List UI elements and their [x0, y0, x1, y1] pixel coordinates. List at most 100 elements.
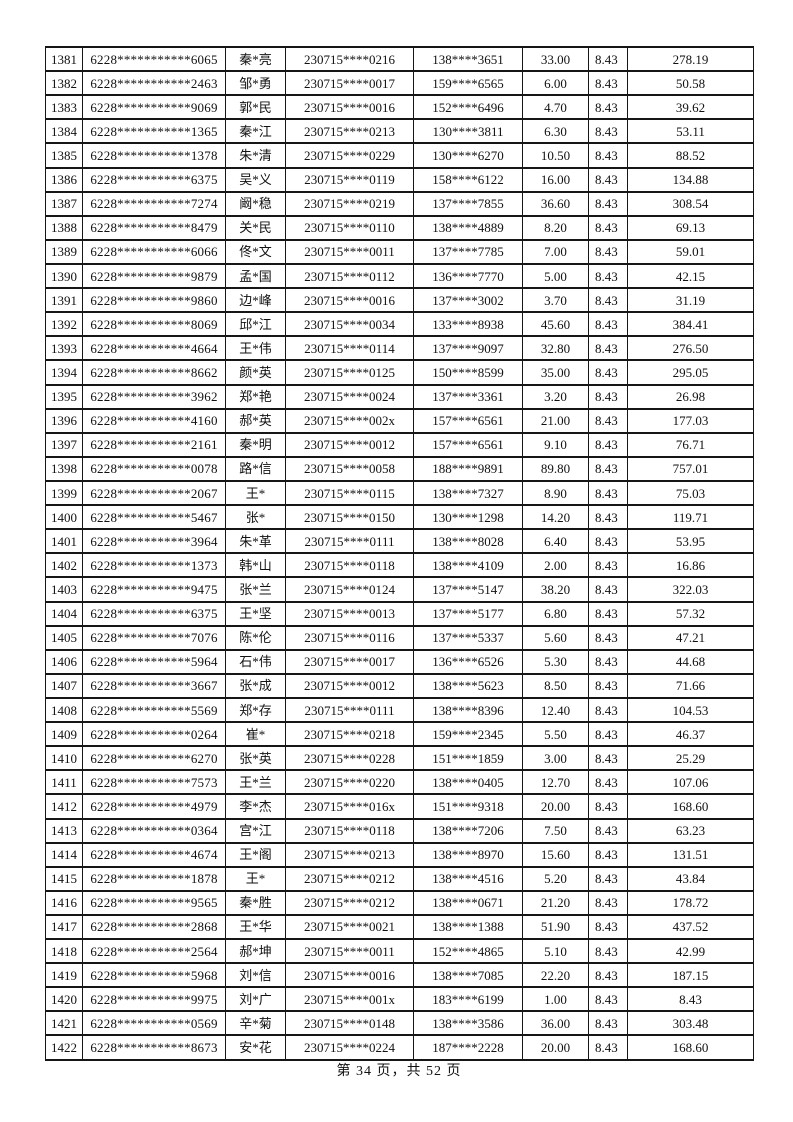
cell-unit-price: 8.43 — [588, 383, 628, 410]
cell-row-number: 1412 — [45, 793, 83, 820]
cell-masked-phone: 138****7085 — [413, 962, 523, 989]
cell-row-number: 1416 — [45, 889, 83, 916]
cell-masked-phone: 152****6496 — [413, 94, 523, 121]
table-row: 1422 6228***********8673 安*花 230715****0… — [45, 1034, 754, 1061]
cell-masked-phone: 138****0405 — [413, 769, 523, 796]
cell-masked-phone: 136****7770 — [413, 262, 523, 290]
cell-quantity: 3.20 — [522, 383, 589, 410]
cell-unit-price: 8.43 — [588, 817, 628, 844]
cell-row-number: 1385 — [45, 142, 83, 169]
table-row: 1391 6228***********9860 边*峰 230715****0… — [45, 287, 754, 314]
cell-unit-price: 8.43 — [588, 576, 628, 603]
cell-quantity: 20.00 — [522, 793, 589, 820]
cell-masked-id-number: 230715****0220 — [285, 769, 414, 796]
cell-masked-card-number: 6228***********1365 — [82, 118, 226, 145]
cell-masked-phone: 159****2345 — [413, 721, 523, 748]
table-row: 1397 6228***********2161 秦*明 230715****0… — [45, 431, 754, 458]
cell-row-number: 1393 — [45, 335, 83, 362]
cell-masked-name: 朱*清 — [225, 142, 286, 169]
cell-masked-phone: 137****5177 — [413, 600, 523, 627]
cell-quantity: 5.50 — [522, 721, 589, 748]
cell-masked-card-number: 6228***********5467 — [82, 504, 226, 531]
table-row: 1421 6228***********0569 辛*菊 230715****0… — [45, 1010, 754, 1037]
table-row: 1399 6228***********2067 王* 230715****01… — [45, 479, 754, 507]
cell-quantity: 35.00 — [522, 359, 589, 386]
cell-total-amount: 43.84 — [627, 865, 754, 892]
cell-masked-phone: 157****6561 — [413, 431, 523, 458]
cell-masked-id-number: 230715****0212 — [285, 865, 414, 892]
cell-masked-card-number: 6228***********9565 — [82, 889, 226, 916]
cell-row-number: 1395 — [45, 383, 83, 410]
payment-table: 1381 6228***********6065 秦*亮 230715****0… — [45, 45, 754, 1061]
cell-row-number: 1384 — [45, 118, 83, 145]
cell-quantity: 14.20 — [522, 504, 589, 531]
cell-masked-name: 秦*亮 — [225, 45, 286, 73]
cell-total-amount: 31.19 — [627, 287, 754, 314]
cell-masked-name: 石*伟 — [225, 648, 286, 675]
cell-unit-price: 8.43 — [588, 190, 628, 217]
table-row: 1382 6228***********2463 邹*勇 230715****0… — [45, 70, 754, 97]
cell-masked-card-number: 6228***********3962 — [82, 383, 226, 410]
cell-unit-price: 8.43 — [588, 287, 628, 314]
cell-masked-card-number: 6228***********1378 — [82, 142, 226, 169]
table-row: 1410 6228***********6270 张*英 230715****0… — [45, 745, 754, 772]
cell-total-amount: 437.52 — [627, 913, 754, 941]
cell-masked-phone: 133****8938 — [413, 311, 523, 338]
cell-masked-phone: 138****7206 — [413, 817, 523, 844]
cell-masked-id-number: 230715****0116 — [285, 624, 414, 651]
table-row: 1411 6228***********7573 王*兰 230715****0… — [45, 769, 754, 796]
cell-quantity: 36.60 — [522, 190, 589, 217]
table-row: 1419 6228***********5968 刘*信 230715****0… — [45, 962, 754, 989]
cell-masked-id-number: 230715****0011 — [285, 938, 414, 965]
cell-masked-id-number: 230715****0013 — [285, 600, 414, 627]
cell-masked-name: 张*成 — [225, 672, 286, 699]
cell-masked-card-number: 6228***********4664 — [82, 335, 226, 362]
cell-total-amount: 757.01 — [627, 455, 754, 482]
cell-total-amount: 308.54 — [627, 190, 754, 217]
table-row: 1403 6228***********9475 张*兰 230715****0… — [45, 576, 754, 603]
table-row: 1396 6228***********4160 郝*英 230715****0… — [45, 407, 754, 434]
cell-masked-phone: 130****6270 — [413, 142, 523, 169]
cell-masked-phone: 130****1298 — [413, 504, 523, 531]
cell-total-amount: 50.58 — [627, 70, 754, 97]
cell-masked-id-number: 230715****0216 — [285, 45, 414, 73]
cell-masked-card-number: 6228***********1373 — [82, 552, 226, 579]
cell-total-amount: 131.51 — [627, 841, 754, 868]
cell-masked-id-number: 230715****0012 — [285, 672, 414, 699]
cell-unit-price: 8.43 — [588, 624, 628, 651]
cell-masked-phone: 188****9891 — [413, 455, 523, 482]
cell-masked-name: 王* — [225, 865, 286, 892]
cell-row-number: 1381 — [45, 45, 83, 73]
cell-unit-price: 8.43 — [588, 913, 628, 941]
table-row: 1390 6228***********9879 孟*国 230715****0… — [45, 262, 754, 290]
cell-unit-price: 8.43 — [588, 745, 628, 772]
table-row: 1398 6228***********0078 路*信 230715****0… — [45, 455, 754, 482]
cell-quantity: 5.60 — [522, 624, 589, 651]
cell-masked-id-number: 230715****0016 — [285, 94, 414, 121]
cell-quantity: 5.10 — [522, 938, 589, 965]
table-row: 1416 6228***********9565 秦*胜 230715****0… — [45, 889, 754, 916]
table-row: 1388 6228***********8479 关*民 230715****0… — [45, 214, 754, 241]
cell-masked-card-number: 6228***********9879 — [82, 262, 226, 290]
cell-total-amount: 44.68 — [627, 648, 754, 675]
cell-unit-price: 8.43 — [588, 479, 628, 507]
cell-masked-name: 阚*稳 — [225, 190, 286, 217]
cell-row-number: 1388 — [45, 214, 83, 241]
cell-quantity: 21.20 — [522, 889, 589, 916]
cell-total-amount: 177.03 — [627, 407, 754, 434]
cell-unit-price: 8.43 — [588, 118, 628, 145]
cell-quantity: 8.50 — [522, 672, 589, 699]
cell-quantity: 6.00 — [522, 70, 589, 97]
cell-masked-card-number: 6228***********5569 — [82, 696, 226, 724]
cell-masked-id-number: 230715****0016 — [285, 287, 414, 314]
cell-masked-name: 孟*国 — [225, 262, 286, 290]
table-row: 1389 6228***********6066 佟*文 230715****0… — [45, 238, 754, 265]
cell-total-amount: 107.06 — [627, 769, 754, 796]
cell-masked-id-number: 230715****0011 — [285, 238, 414, 265]
cell-masked-id-number: 230715****0218 — [285, 721, 414, 748]
cell-masked-name: 宫*江 — [225, 817, 286, 844]
table-row: 1409 6228***********0264 崔* 230715****02… — [45, 721, 754, 748]
cell-masked-card-number: 6228***********7573 — [82, 769, 226, 796]
table-row: 1384 6228***********1365 秦*江 230715****0… — [45, 118, 754, 145]
cell-total-amount: 16.86 — [627, 552, 754, 579]
